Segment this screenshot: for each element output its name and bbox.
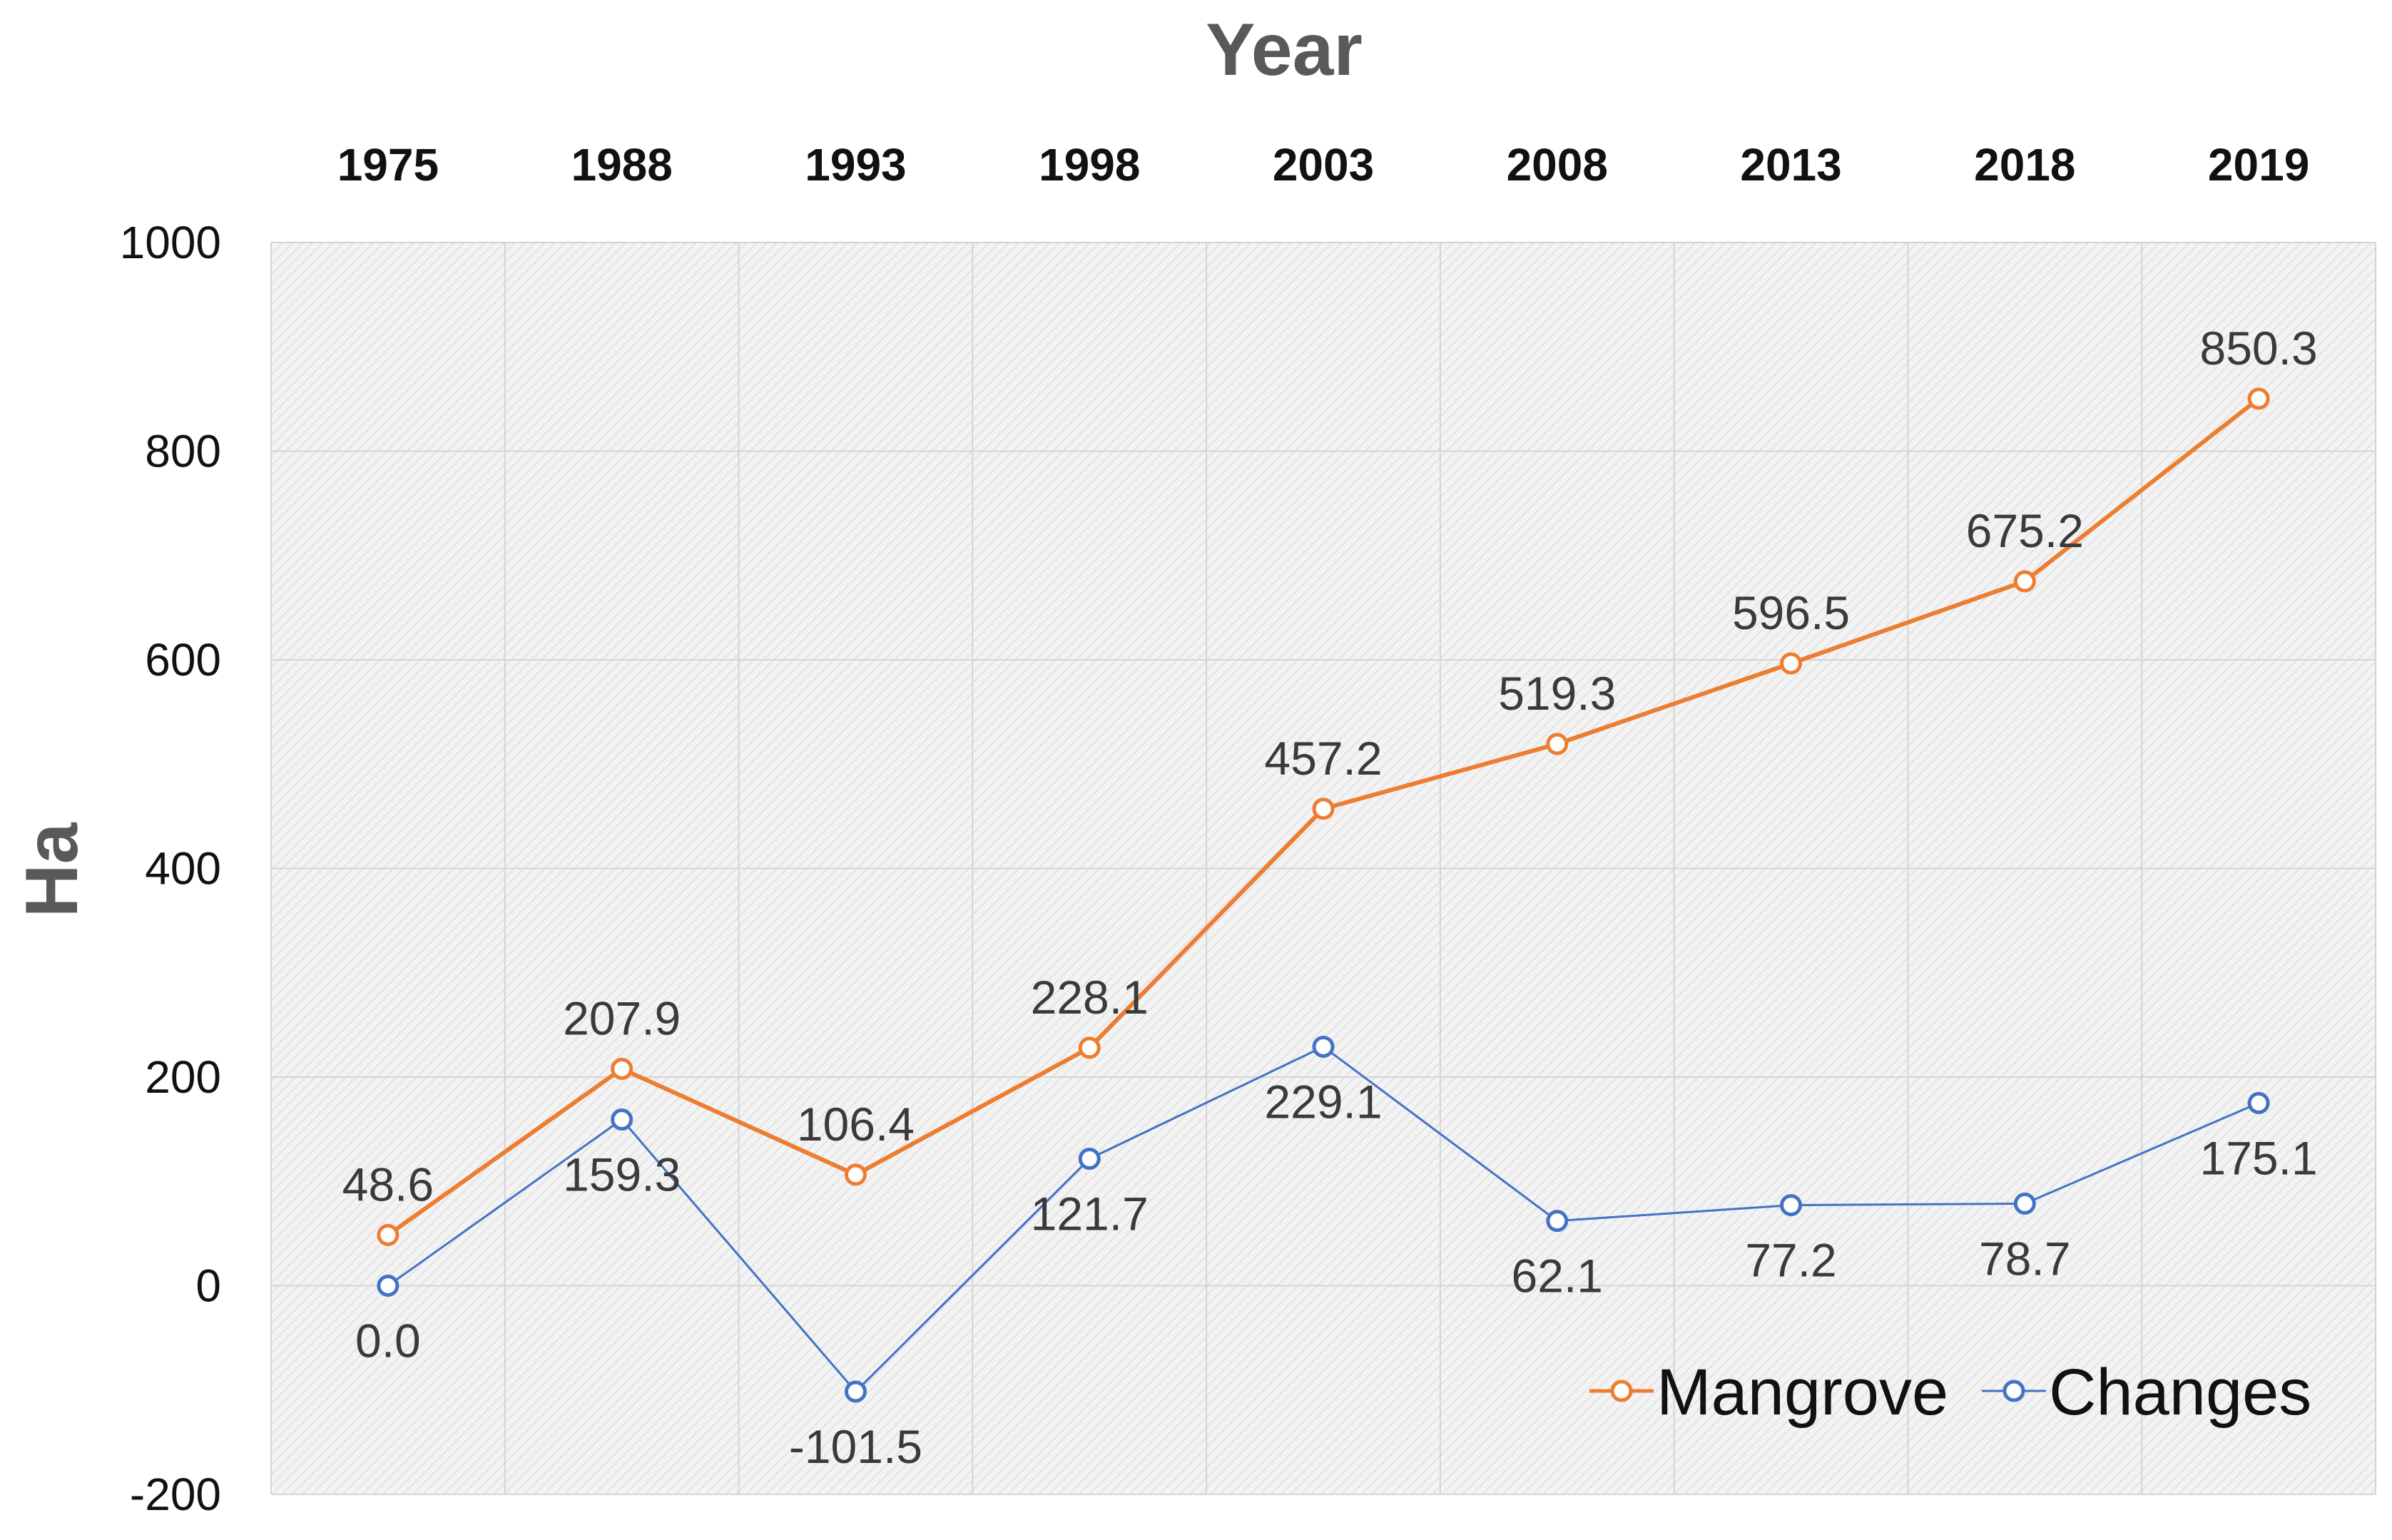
legend-mangrove-label: Mangrove (1656, 1356, 1948, 1429)
data-label-changes: 62.1 (1512, 1250, 1603, 1302)
y-tick-label: 1000 (120, 217, 221, 268)
data-label-mangrove: 519.3 (1498, 667, 1616, 720)
data-point-mangrove (1780, 652, 1803, 675)
y-tick-label: 600 (145, 634, 221, 685)
data-label-mangrove: 106.4 (797, 1098, 915, 1151)
data-label-mangrove: 457.2 (1264, 732, 1382, 785)
legend-mangrove-marker (1610, 1380, 1633, 1402)
data-point-mangrove (2013, 570, 2036, 593)
data-label-changes: 77.2 (1745, 1234, 1836, 1287)
data-point-changes (2013, 1192, 2036, 1215)
x-tick-label: 2008 (1507, 139, 1608, 190)
data-point-mangrove (1078, 1036, 1101, 1059)
legend: Mangrove Changes (1589, 1356, 2311, 1429)
data-label-mangrove: 228.1 (1031, 971, 1149, 1024)
data-point-changes (1780, 1194, 1803, 1217)
data-point-mangrove (844, 1163, 867, 1186)
data-point-mangrove (1312, 797, 1335, 820)
x-tick-label: 1988 (571, 139, 672, 190)
x-tick-label: 2013 (1740, 139, 1841, 190)
data-point-mangrove (377, 1223, 399, 1246)
x-tick-label: 1975 (337, 139, 439, 190)
data-label-changes: 121.7 (1031, 1188, 1149, 1240)
x-tick-label: 2019 (2208, 139, 2309, 190)
x-tick-label: 2003 (1273, 139, 1374, 190)
x-axis-title: Year (1206, 9, 1363, 91)
data-point-mangrove (611, 1057, 633, 1080)
data-label-changes: 0.0 (355, 1315, 421, 1367)
legend-item-mangrove: Mangrove (1589, 1356, 1948, 1429)
y-tick-label: 400 (145, 843, 221, 894)
y-axis-title: Ha (11, 822, 93, 917)
data-label-mangrove: 675.2 (1966, 504, 2084, 557)
legend-changes-marker (2002, 1380, 2025, 1402)
data-label-mangrove: 207.9 (563, 991, 681, 1044)
y-tick-label: 800 (145, 426, 221, 477)
data-point-changes (1546, 1210, 1569, 1233)
data-label-changes: 229.1 (1264, 1075, 1382, 1128)
y-tick-label: -200 (130, 1469, 221, 1520)
data-point-changes (611, 1108, 633, 1131)
data-label-changes: 175.1 (2200, 1131, 2318, 1184)
x-tick-label: 1993 (805, 139, 906, 190)
data-label-mangrove: 850.3 (2200, 322, 2318, 374)
data-label-changes: -101.5 (789, 1420, 922, 1473)
data-point-changes (1078, 1148, 1101, 1171)
legend-changes-label: Changes (2049, 1356, 2311, 1429)
data-label-mangrove: 596.5 (1732, 586, 1850, 639)
data-point-mangrove (1546, 733, 1569, 755)
y-tick-label: 0 (195, 1260, 221, 1312)
x-axis-ticks: 1975 1988 1993 1998 2003 2008 2013 2018 2019 (337, 139, 2310, 190)
y-tick-label: 200 (145, 1051, 221, 1103)
legend-item-changes: Changes (1982, 1356, 2311, 1429)
y-axis-ticks: -200 0 200 400 600 800 1000 (120, 217, 221, 1520)
data-point-changes (377, 1275, 399, 1297)
series-layer (377, 387, 2270, 1403)
data-point-changes (1312, 1035, 1335, 1058)
data-point-changes (844, 1380, 867, 1403)
data-label-changes: 159.3 (563, 1148, 681, 1201)
data-label-changes: 78.7 (1979, 1232, 2070, 1285)
x-tick-label: 2018 (1974, 139, 2075, 190)
data-point-changes (2247, 1091, 2270, 1114)
data-point-mangrove (2247, 387, 2270, 410)
x-tick-label: 1998 (1039, 139, 1140, 190)
data-labels: 48.6 207.9 106.4 228.1 457.2 519.3 596.5 675.2 8… (342, 322, 2318, 1473)
data-label-mangrove: 48.6 (342, 1158, 434, 1210)
